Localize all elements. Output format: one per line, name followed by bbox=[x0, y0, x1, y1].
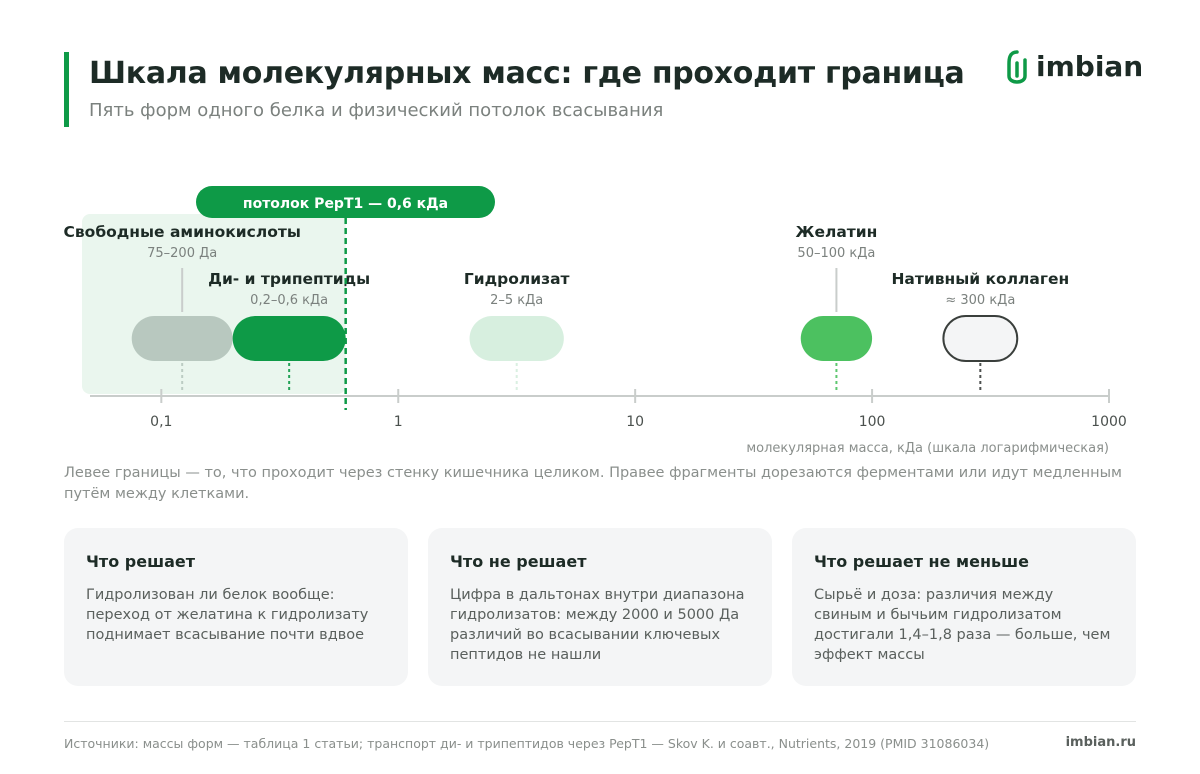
series-name: Желатин bbox=[795, 223, 877, 241]
threshold-badge bbox=[196, 186, 495, 218]
card-text: Гидролизован ли белок вообще: переход от… bbox=[86, 587, 369, 643]
card-text: Сырьё и доза: различия между свиным и бы… bbox=[814, 587, 1111, 663]
card: Что не решает Цифра в дальтонах внутри ди… bbox=[428, 528, 772, 686]
range-label: ≈ 300 кДа bbox=[945, 293, 1015, 308]
range-pill bbox=[131, 316, 233, 361]
range-pill bbox=[232, 316, 346, 361]
title: Шкала молекулярных масс: где проходит гр… bbox=[89, 56, 965, 91]
range-pill bbox=[800, 316, 873, 361]
range-pill bbox=[469, 316, 564, 361]
series-name: Ди- и трипептиды bbox=[208, 270, 370, 288]
logo-icon bbox=[1007, 50, 1027, 84]
range-pill bbox=[942, 315, 1019, 362]
x-tick-label: 100 bbox=[859, 414, 886, 430]
x-tick-label: 1 bbox=[394, 414, 403, 430]
range-label: 75–200 Да bbox=[147, 246, 217, 261]
card-title: Что решает bbox=[86, 552, 195, 571]
range-label: 50–100 кДа bbox=[797, 246, 875, 261]
note: Левее границы — то, что проходит через с… bbox=[64, 465, 1122, 502]
divider bbox=[64, 721, 1136, 722]
threshold-label: потолок PepT1 — 0,6 кДа bbox=[243, 196, 448, 212]
subtitle: Пять форм одного белка и физический пото… bbox=[89, 100, 664, 121]
series-name: Нативный коллаген bbox=[891, 270, 1069, 288]
series-name: Гидролизат bbox=[464, 270, 570, 288]
series-name: Свободные аминокислоты bbox=[63, 223, 300, 241]
range-label: 0,2–0,6 кДа bbox=[250, 293, 328, 308]
range-label: 2–5 кДа bbox=[490, 293, 543, 308]
logo: imbian bbox=[1036, 50, 1144, 83]
card-title: Что решает не меньше bbox=[814, 552, 1029, 571]
chart: 0,1 1 10 100 1000 молекулярная масса, кДа (шк… bbox=[63, 186, 1127, 456]
accent-bar bbox=[64, 52, 69, 127]
card-text: Цифра в дальтонах внутри диапазона гидро… bbox=[450, 587, 745, 663]
x-tick-label: 0,1 bbox=[150, 414, 172, 430]
card: Что решает Гидролизован ли белок вообще: … bbox=[64, 528, 408, 686]
x-tick-label: 1000 bbox=[1091, 414, 1127, 430]
site: imbian.ru bbox=[1065, 735, 1136, 750]
card-title: Что не решает bbox=[450, 552, 587, 571]
x-axis-label: молекулярная масса, кДа (шкала логарифми… bbox=[746, 441, 1109, 456]
card: Что решает не меньше Сырьё и доза: различ… bbox=[792, 528, 1136, 686]
x-tick-label: 10 bbox=[626, 414, 644, 430]
sources: Источники: массы форм — таблица 1 статьи… bbox=[64, 736, 990, 751]
